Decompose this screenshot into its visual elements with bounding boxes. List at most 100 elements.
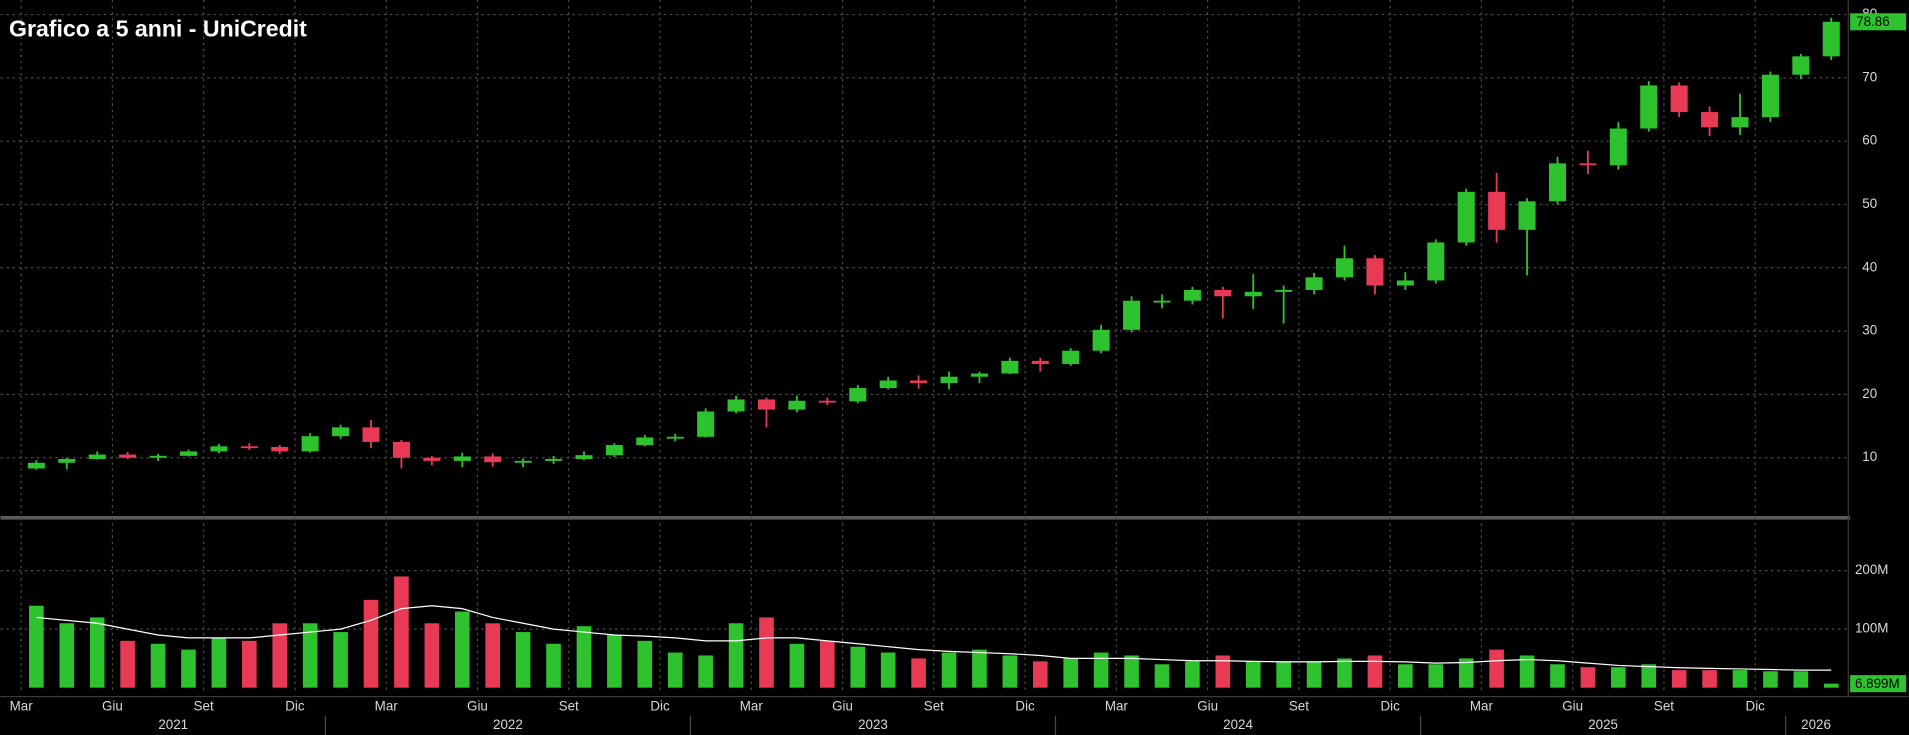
volume-bar [1276,661,1291,688]
candle-body [332,427,350,437]
volume-bar [242,640,257,688]
volume-bar [1245,661,1261,688]
candle-body [362,427,380,442]
x-tick-label: Dic [1746,699,1766,714]
last-price-box [1850,13,1907,31]
volume-bar [1458,658,1474,688]
volume-bar [1032,661,1048,688]
candle-body [1305,277,1323,290]
volume-bar [1093,652,1109,688]
volume-bar [1793,671,1809,688]
volume-bar [394,576,409,688]
volume-bar [211,637,227,688]
candle-body [605,445,623,456]
last-price-label: 78.86 [1856,14,1889,29]
candle-body [1062,350,1080,365]
volume-bar [1215,655,1231,688]
candle-body [1214,289,1232,297]
x-tick-label: Mar [10,699,34,714]
x-tick-label: Set [1289,699,1309,714]
volume-bar [1641,664,1657,688]
y-tick-label: 70 [1862,69,1877,84]
volume-bar [424,623,440,688]
volume-bar [880,652,896,688]
year-label: 2026 [1801,717,1831,732]
volume-bar [1337,658,1352,688]
volume-bar [1823,683,1839,688]
candle-body [970,373,988,377]
volume-bar [728,623,744,688]
last-volume-label: 6.899M [1855,676,1900,691]
x-tick-label: Giu [102,699,123,714]
volume-bar [1550,664,1565,688]
candle-body [88,454,106,459]
volume-bar [941,652,957,688]
candle-body [1244,291,1262,297]
candle-body [1701,112,1719,128]
candle-body [1275,289,1293,292]
volume-bar [1702,670,1717,688]
y-tick-label: 50 [1862,196,1877,211]
candle-body [697,411,715,437]
volume-bar [1367,655,1383,688]
candle-body [1822,21,1840,57]
candle-body [1640,85,1658,129]
candle-body [1031,360,1049,365]
year-label: 2022 [493,717,523,732]
candle-body [788,400,806,410]
x-tick-label: Dic [1380,699,1400,714]
volume-bar [1154,664,1170,688]
candle-body [1366,258,1384,286]
labels: 1020304050607080100M200MMarGiuSetDicMarG… [10,6,1907,732]
candle-body [210,446,228,452]
volume-bar [911,658,926,688]
volume-bar [759,617,774,688]
candle-body [27,462,45,469]
candle-body [1792,56,1810,75]
x-tick-label: Set [559,699,579,714]
x-tick-label: Mar [1470,699,1494,714]
candle-body [240,446,258,449]
volume-bar [972,649,987,688]
chart-title: Grafico a 5 anni - UniCredit [9,16,307,42]
candle-body [179,451,197,456]
volume-bar [515,632,531,688]
year-label: 2025 [1588,717,1618,732]
volume-bar [120,640,135,688]
x-tick-label: Dic [650,699,670,714]
candle-body [1396,280,1414,286]
y-tick-label: 10 [1862,449,1877,464]
volume-bar [454,611,470,688]
y-tick-label: 30 [1862,323,1877,338]
candle-body [1579,163,1597,166]
volume-bar [302,623,318,688]
volume-bar [363,599,379,688]
volume-bar [89,617,105,688]
candle-body [757,399,776,410]
candle-body [1609,128,1627,166]
y-tick-label: 60 [1862,133,1877,148]
candle-body [910,380,928,384]
volume-bar [1124,655,1139,688]
x-tick-label: Giu [1562,699,1583,714]
volume-bar [1002,655,1018,688]
candle-body [575,455,593,459]
volume-tick-label: 100M [1855,621,1888,636]
volume-bar [1428,664,1444,688]
grid [0,0,1848,735]
volume-bar [698,655,713,688]
candle-body [1457,191,1475,243]
volume-bar [667,652,683,688]
marks [27,17,1840,688]
volume-bar [1489,649,1504,688]
last-volume-box [1850,675,1907,693]
volume-bar [1671,670,1687,688]
candle-body [545,458,563,461]
year-label: 2024 [1223,717,1253,732]
candle-body [423,457,441,461]
volume-bar [1063,658,1079,688]
x-tick-label: Dic [1015,699,1035,714]
candle-body [1153,300,1171,303]
